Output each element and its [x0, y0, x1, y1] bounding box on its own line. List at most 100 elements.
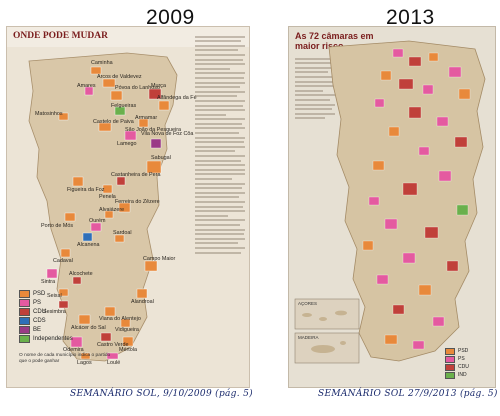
patch-campo-maior: [144, 260, 158, 272]
map-label-mertola: Mértola: [119, 347, 137, 353]
map-label-cadaval: Cadaval: [53, 258, 73, 264]
patch-mertola: [122, 336, 134, 347]
source-caption-2013: SEMANÁRIO SOL 27/9/2013 (pág. 5): [318, 389, 498, 399]
legend-item: CDU: [19, 307, 111, 316]
legend-label: PS: [458, 356, 465, 362]
party-legend-2013: PSD PS CDU IND: [445, 347, 493, 379]
map-label-caminha: Caminha: [91, 60, 113, 66]
patch: [392, 304, 405, 315]
legend-item: PSD: [445, 347, 493, 355]
patch: [362, 240, 374, 251]
page-header-strip: ONDE PODE MUDAR: [7, 27, 249, 47]
newspaper-page-2013: As 72 câmaras em maior risco: [288, 26, 496, 388]
patch-alcanena: [82, 232, 93, 242]
patch-amares: [84, 86, 94, 96]
azores-island: [302, 313, 312, 317]
portugal-map-2013: [294, 40, 486, 364]
patch: [384, 334, 398, 345]
legend-label: IND: [458, 372, 467, 378]
legend-item: IND: [445, 371, 493, 379]
map-label-paiva: Castelo de Paiva: [93, 119, 134, 125]
legend-item: PS: [445, 355, 493, 363]
map-label-lamego: Lamego: [117, 141, 137, 147]
map-label-pesqueira: São João da Pesqueira: [125, 127, 182, 133]
legend-label: PSD: [458, 348, 469, 354]
year-label-2009: 2009: [146, 6, 195, 29]
legend-label: Independentes: [33, 335, 73, 342]
patch-sabugal: [146, 160, 162, 174]
map-label-figueira: Figueira da Foz: [67, 187, 105, 193]
patch-alandroal: [136, 288, 148, 299]
patch: [454, 136, 468, 148]
map-label-campo-maior: Campo Maior: [143, 256, 176, 262]
party-legend-2009: PSD PS CDU CDS BE Independentes: [19, 289, 111, 343]
map-label-odemira: Odemira: [63, 347, 84, 353]
map-label-pera: Castanheira de Pera: [111, 172, 161, 178]
patch-penela: [102, 184, 113, 194]
patch: [424, 226, 439, 239]
patch: [408, 56, 422, 67]
patch: [384, 218, 398, 230]
legend-item: PS: [19, 298, 111, 307]
map-label-felgueiras: Felgueiras: [111, 103, 137, 109]
legend-label: CDU: [458, 364, 469, 370]
patch-ferreira: [118, 202, 131, 213]
patch-povoa: [110, 90, 123, 101]
patch-loule: [106, 352, 119, 360]
patch-viana: [104, 306, 116, 317]
patch: [402, 182, 418, 196]
map-label-castro: Castro Verde: [97, 342, 129, 348]
map-label-alfandega: Alfândega da Fé: [157, 95, 197, 101]
patch-lamego: [124, 130, 137, 141]
map-label-loule: Loulé: [107, 360, 121, 366]
legend-item: CDU: [445, 363, 493, 371]
patch-castro: [100, 332, 112, 342]
map-label-arcos: Arcos de Valdevez: [97, 74, 142, 80]
patch: [428, 52, 439, 62]
patch: [388, 126, 400, 137]
legend-swatch: [19, 307, 30, 316]
patch-alcacer: [78, 314, 91, 325]
map-label-alcacer: Alcácer do Sal: [71, 325, 106, 331]
map-label-armamar: Armamar: [135, 115, 158, 121]
legend-label: CDS: [33, 317, 46, 324]
legend-item: PSD: [19, 289, 111, 298]
patch-caminha: [90, 66, 102, 75]
legend-swatch: [445, 363, 455, 371]
legend-item: BE: [19, 325, 111, 334]
madeira-island: [340, 341, 346, 345]
map-label-viana: Viana do Alentejo: [99, 316, 141, 322]
patch-sesimbra: [58, 300, 69, 309]
patch-sintra: [46, 268, 58, 279]
map-label-sintra: Sintra: [41, 279, 56, 285]
map-label-vidigueira: Vidigueira: [115, 327, 139, 333]
patch-arcos: [102, 78, 116, 88]
patch: [398, 78, 414, 90]
legend-label: PSD: [33, 290, 46, 297]
legend-swatch: [445, 347, 455, 355]
patch: [422, 84, 434, 95]
patch-alfandega: [158, 100, 170, 111]
municipality-patches: [362, 48, 471, 350]
legend-swatch: [445, 355, 455, 363]
patch: [418, 284, 432, 296]
map-label-alcanena: Alcanena: [77, 242, 100, 248]
map-label-sardoal: Sardoal: [113, 230, 132, 236]
patch: [380, 70, 392, 81]
patch: [374, 98, 385, 108]
patch: [412, 340, 425, 350]
sidebar-text-column: [295, 55, 335, 122]
map-label-penela: Penela: [99, 194, 116, 200]
patch: [408, 106, 422, 119]
patch-porto-mos: [64, 212, 76, 222]
source-caption-2009: SEMANÁRIO SOL, 9/10/2009 (pág. 5): [70, 389, 253, 399]
map-label-sabugal: Sabugal: [151, 155, 171, 161]
patch: [432, 316, 445, 327]
patch-felgueiras: [114, 106, 126, 116]
legend-swatch: [19, 289, 30, 298]
portugal-map-2009: [28, 52, 178, 362]
legend-swatch: [19, 325, 30, 334]
patch: [372, 160, 385, 171]
legend-swatch: [19, 316, 30, 325]
legend-label: CDU: [33, 308, 46, 315]
